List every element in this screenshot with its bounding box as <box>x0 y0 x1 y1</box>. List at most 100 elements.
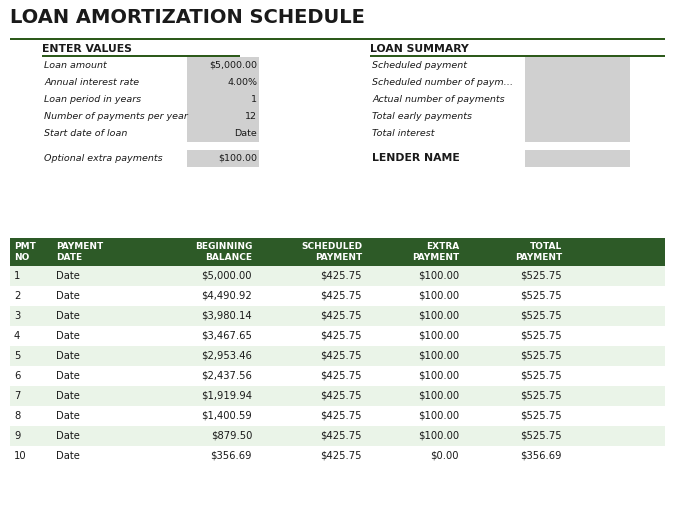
Bar <box>525 57 630 73</box>
Text: $2,953.46: $2,953.46 <box>201 351 252 361</box>
Text: $2,437.56: $2,437.56 <box>201 371 252 381</box>
Text: 9: 9 <box>14 431 20 441</box>
Text: $100.00: $100.00 <box>418 291 459 301</box>
Text: $525.75: $525.75 <box>520 431 562 441</box>
Bar <box>10 366 665 386</box>
Text: $5,000.00: $5,000.00 <box>202 271 252 281</box>
Text: 12: 12 <box>245 112 257 121</box>
Bar <box>10 406 665 426</box>
Text: 3: 3 <box>14 311 20 321</box>
Text: $100.00: $100.00 <box>418 391 459 401</box>
Text: Date: Date <box>234 129 257 138</box>
Text: Start date of loan: Start date of loan <box>44 129 128 138</box>
Bar <box>10 446 665 466</box>
Text: Actual number of payments: Actual number of payments <box>372 95 505 104</box>
Text: LENDER NAME: LENDER NAME <box>372 153 460 163</box>
Text: Number of payments per year: Number of payments per year <box>44 112 188 121</box>
Text: $425.75: $425.75 <box>321 351 362 361</box>
Bar <box>187 74 259 90</box>
Text: Loan amount: Loan amount <box>44 61 107 70</box>
Text: BEGINNING
BALANCE: BEGINNING BALANCE <box>194 242 252 262</box>
Text: $425.75: $425.75 <box>321 291 362 301</box>
Text: $525.75: $525.75 <box>520 391 562 401</box>
Text: $425.75: $425.75 <box>321 391 362 401</box>
Text: 4: 4 <box>14 331 20 341</box>
Text: Annual interest rate: Annual interest rate <box>44 78 139 87</box>
Text: $525.75: $525.75 <box>520 331 562 341</box>
Text: $100.00: $100.00 <box>418 351 459 361</box>
Text: $525.75: $525.75 <box>520 371 562 381</box>
Text: $525.75: $525.75 <box>520 291 562 301</box>
Text: SCHEDULED
PAYMENT: SCHEDULED PAYMENT <box>301 242 362 262</box>
Bar <box>10 238 665 266</box>
Text: $3,980.14: $3,980.14 <box>201 311 252 321</box>
Text: Loan period in years: Loan period in years <box>44 95 141 104</box>
Bar <box>525 125 630 141</box>
Text: PMT
NO: PMT NO <box>14 242 36 262</box>
Text: $1,919.94: $1,919.94 <box>201 391 252 401</box>
Text: PAYMENT
DATE: PAYMENT DATE <box>56 242 103 262</box>
Text: $100.00: $100.00 <box>418 371 459 381</box>
Text: $4,490.92: $4,490.92 <box>201 291 252 301</box>
Text: $525.75: $525.75 <box>520 351 562 361</box>
Text: Scheduled payment: Scheduled payment <box>372 61 467 70</box>
Text: Date: Date <box>56 411 80 421</box>
Text: $525.75: $525.75 <box>520 411 562 421</box>
Text: Date: Date <box>56 291 80 301</box>
Text: $525.75: $525.75 <box>520 311 562 321</box>
Bar <box>187 125 259 141</box>
Text: $425.75: $425.75 <box>321 371 362 381</box>
Text: Optional extra payments: Optional extra payments <box>44 154 163 163</box>
Bar <box>10 266 665 286</box>
Bar <box>10 346 665 366</box>
Text: $100.00: $100.00 <box>418 331 459 341</box>
Text: $425.75: $425.75 <box>321 271 362 281</box>
Text: $425.75: $425.75 <box>321 431 362 441</box>
Text: 1: 1 <box>251 95 257 104</box>
Bar <box>370 55 665 57</box>
Text: $356.69: $356.69 <box>211 451 252 461</box>
Bar <box>187 57 259 73</box>
Bar <box>10 426 665 446</box>
Text: Date: Date <box>56 431 80 441</box>
Text: Scheduled number of paym…: Scheduled number of paym… <box>372 78 513 87</box>
Text: 8: 8 <box>14 411 20 421</box>
Text: $0.00: $0.00 <box>431 451 459 461</box>
Text: $356.69: $356.69 <box>520 451 562 461</box>
Text: Date: Date <box>56 391 80 401</box>
Text: 1: 1 <box>14 271 20 281</box>
Bar <box>187 150 259 166</box>
Text: 7: 7 <box>14 391 20 401</box>
Text: $100.00: $100.00 <box>418 311 459 321</box>
Text: $879.50: $879.50 <box>211 431 252 441</box>
Text: Date: Date <box>56 351 80 361</box>
Text: $425.75: $425.75 <box>321 331 362 341</box>
Text: TOTAL
PAYMENT: TOTAL PAYMENT <box>515 242 562 262</box>
Text: $100.00: $100.00 <box>418 411 459 421</box>
Text: $525.75: $525.75 <box>520 271 562 281</box>
Text: Total early payments: Total early payments <box>372 112 472 121</box>
Text: $100.00: $100.00 <box>418 271 459 281</box>
Text: LOAN SUMMARY: LOAN SUMMARY <box>370 44 468 54</box>
Bar <box>525 108 630 124</box>
Text: Date: Date <box>56 371 80 381</box>
Bar <box>525 91 630 108</box>
Text: EXTRA
PAYMENT: EXTRA PAYMENT <box>412 242 459 262</box>
Text: $100.00: $100.00 <box>418 431 459 441</box>
Text: Date: Date <box>56 331 80 341</box>
Bar <box>525 74 630 90</box>
Text: LOAN AMORTIZATION SCHEDULE: LOAN AMORTIZATION SCHEDULE <box>10 8 365 27</box>
Text: $425.75: $425.75 <box>321 411 362 421</box>
Text: 2: 2 <box>14 291 20 301</box>
Text: $3,467.65: $3,467.65 <box>201 331 252 341</box>
Text: ENTER VALUES: ENTER VALUES <box>42 44 132 54</box>
Text: $5,000.00: $5,000.00 <box>209 61 257 70</box>
Bar <box>10 306 665 326</box>
Bar <box>10 326 665 346</box>
Text: $100.00: $100.00 <box>218 154 257 163</box>
Text: $425.75: $425.75 <box>321 451 362 461</box>
Text: 5: 5 <box>14 351 20 361</box>
Text: Total interest: Total interest <box>372 129 435 138</box>
Bar <box>42 55 240 57</box>
Bar <box>10 386 665 406</box>
